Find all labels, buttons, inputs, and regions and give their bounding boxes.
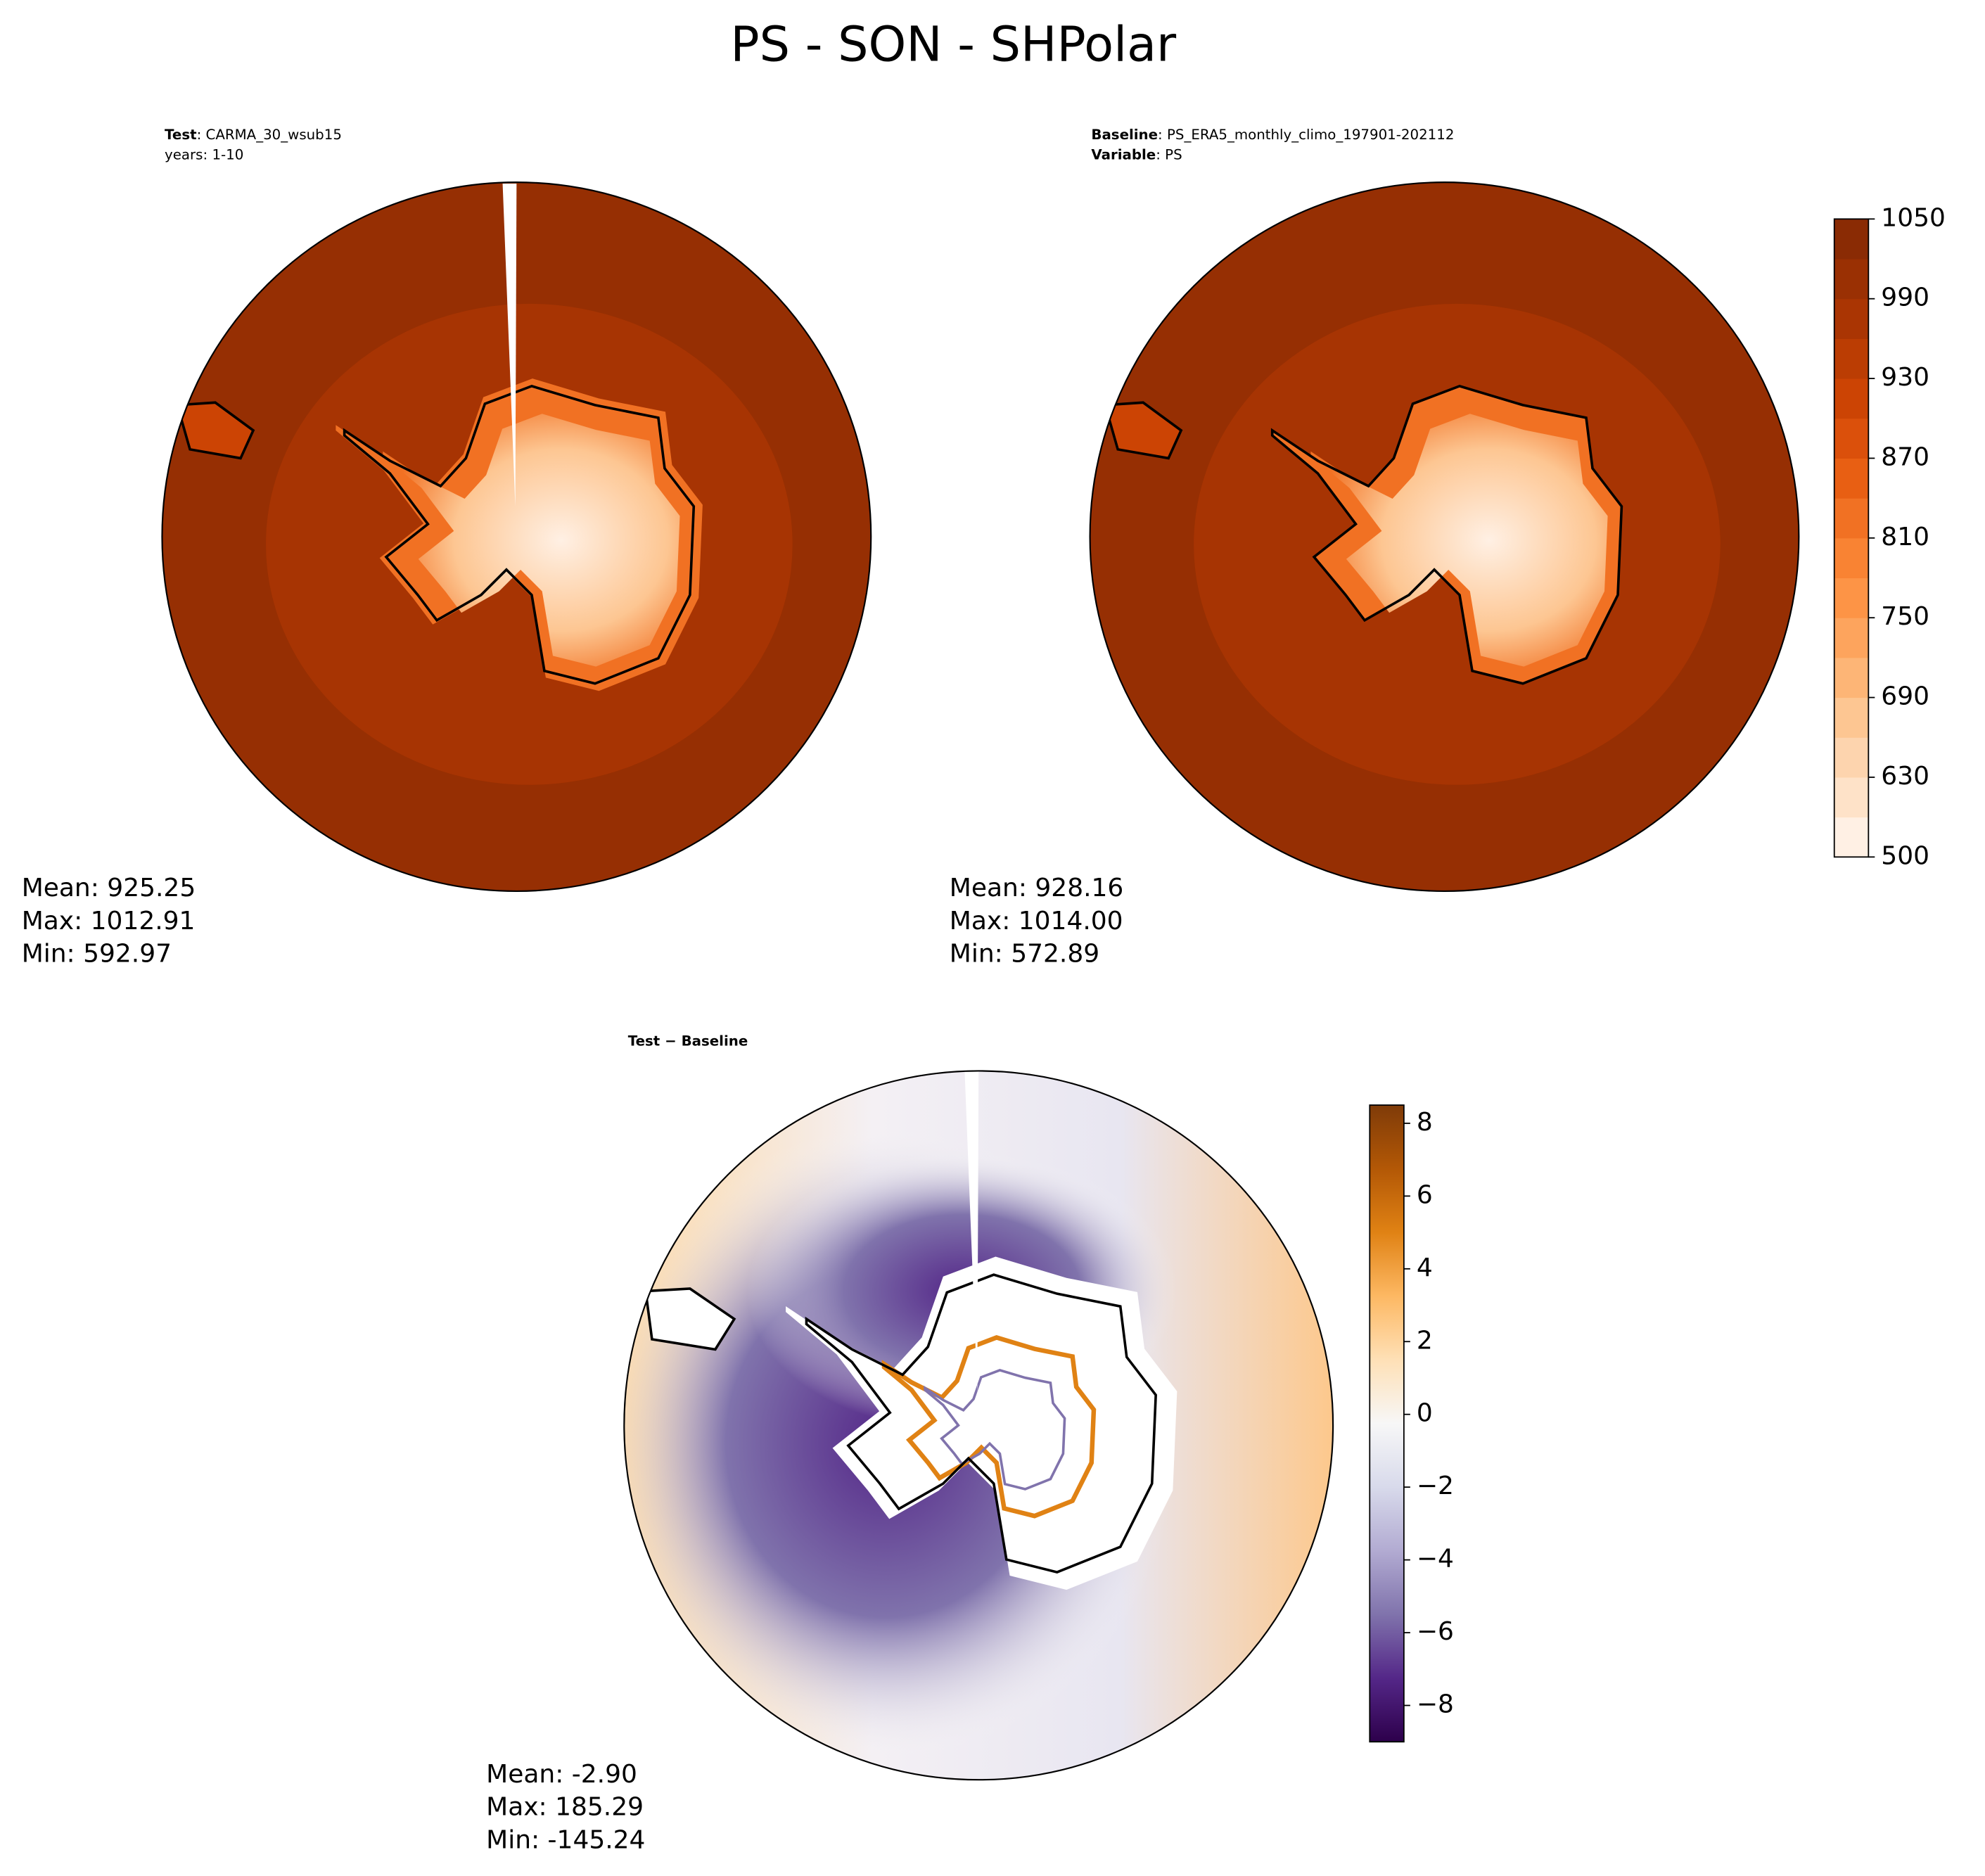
panel-header: Variable: PS [1091,147,1182,163]
colorbar-tick-label: 4 [1417,1253,1433,1282]
colorbar-tick-label: 2 [1417,1326,1433,1355]
colorbar-band [1834,737,1869,778]
colorbar-band [1834,498,1869,539]
colorbar-band [1834,458,1869,499]
figure-title: PS - SON - SHPolar [730,17,1177,72]
colorbar-band [1834,259,1869,300]
header-text: years: 1-10 [165,147,243,163]
map-test [162,182,872,891]
colorbar-band [1834,578,1869,618]
stat-line: Mean: 928.16 [950,874,1124,902]
header-key: Variable [1091,147,1156,163]
header-text: : PS_ERA5_monthly_climo_197901-202112 [1158,127,1454,143]
stat-line: Max: 185.29 [486,1793,644,1822]
colorbar-band [1834,657,1869,698]
colorbar-band [1834,378,1869,419]
colorbar-tick-label: −2 [1417,1472,1454,1500]
panel-header: Baseline: PS_ERA5_monthly_climo_197901-2… [1091,127,1454,143]
panel-header: years: 1-10 [165,147,243,163]
header-key: Test [165,127,197,143]
stat-line: Max: 1014.00 [950,907,1123,936]
panel-header: Test − Baseline [628,1033,748,1049]
colorbar-tick-label: 750 [1881,602,1929,631]
colorbar-band [1834,618,1869,658]
colorbar-band [1834,537,1869,579]
colorbar-tick-label: 870 [1881,442,1929,471]
header-text: : CARMA_30_wsub15 [197,127,342,143]
colorbar-tick-label: 500 [1881,841,1929,870]
map-difference [624,1071,1334,1780]
colorbar-tick-label: 990 [1881,283,1929,312]
colorbar-tick-label: 690 [1881,682,1929,711]
colorbar-tick-label: 8 [1417,1108,1433,1137]
colorbar-tick-label: 810 [1881,523,1929,551]
header-text: : PS [1156,147,1182,163]
colorbar-tick-label: −4 [1417,1545,1454,1574]
stat-line: Mean: -2.90 [486,1760,637,1789]
colorbar-band [1834,338,1869,379]
colorbar-tick-label: 1050 [1881,203,1946,232]
colorbar-tick-label: 6 [1417,1180,1433,1209]
stat-line: Min: 592.97 [22,940,172,969]
colorbar-tick-label: 0 [1417,1399,1433,1428]
stat-line: Mean: 925.25 [22,874,196,902]
colorbar-tick-label: 630 [1881,762,1929,791]
colorbar-tick-label: −6 [1417,1617,1454,1646]
header-key: Test − Baseline [628,1033,748,1049]
colorbar-tick-label: −8 [1417,1690,1454,1719]
colorbar-band [1834,777,1869,818]
map-border [1089,181,1800,892]
colorbar-band [1834,418,1869,459]
stat-line: Min: 572.89 [950,940,1099,969]
colorbar-tick-label: 930 [1881,363,1929,392]
colorbar-band [1834,219,1869,260]
colorbar-band [1834,817,1869,857]
colorbar [1369,1104,1405,1743]
colorbar-band [1834,298,1869,339]
header-key: Baseline [1091,127,1158,143]
map-border [623,1070,1334,1781]
colorbar-band [1834,697,1869,738]
stat-line: Min: -145.24 [486,1825,645,1854]
map-border [161,181,872,892]
panel-header: Test: CARMA_30_wsub15 [165,127,342,143]
map-baseline [1090,182,1799,891]
stat-line: Max: 1012.91 [22,907,196,936]
